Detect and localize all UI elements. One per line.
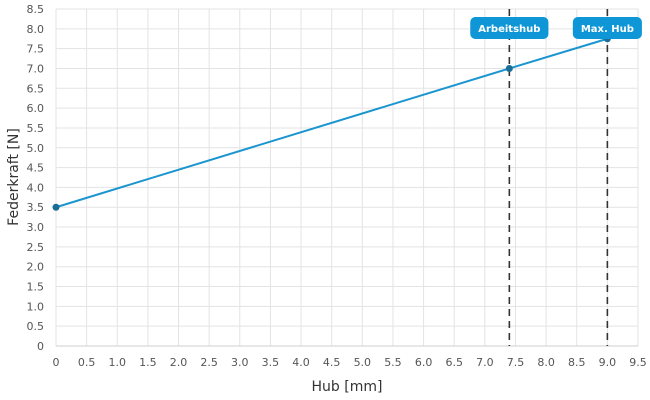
y-tick-labels: 0 0.5 1.0 1.5 2.0 2.5 3.0 3.5 4.0 4.5 5.0 5.5 6.0 6.5… [27,3,45,353]
marker-label-badge [572,17,642,39]
y-tick-label: 7.5 [27,43,45,56]
y-tick-label: 3.0 [27,221,45,234]
x-tick-label: 3.0 [231,356,249,369]
y-tick-label: 7.0 [27,62,45,75]
y-tick-label: 0 [37,340,44,353]
y-tick-label: 5.5 [27,122,45,135]
y-tick-label: 2.0 [27,261,45,274]
x-tick-label: 7.5 [507,356,525,369]
y-tick-label: 4.0 [27,181,45,194]
x-tick-label: 6.5 [445,356,463,369]
y-tick-label: 6.5 [27,82,45,95]
y-tick-label: 5.0 [27,142,45,155]
x-tick-label: 9.0 [599,356,617,369]
y-axis-title: Federkraft [N] [6,128,22,226]
x-tick-label: 2.0 [170,356,188,369]
marker-label: Arbeitshub [470,17,549,39]
x-tick-label: 2.5 [200,356,218,369]
x-tick-label: 0.5 [78,356,96,369]
y-tick-label: 0.5 [27,320,45,333]
marker-label-text: Arbeitshub [478,24,540,35]
y-tick-label: 8.0 [27,23,45,36]
x-tick-label: 8.0 [537,356,555,369]
x-tick-label: 6.0 [415,356,433,369]
y-tick-label: 1.5 [27,281,45,294]
x-tick-label: 1.0 [109,356,127,369]
x-tick-label: 8.5 [568,356,586,369]
x-tick-labels: 0 0.5 1.0 1.5 2.0 2.5 3.0 3.5 4.0 4.5 5.0 5.5 6.0 6.5… [53,356,647,369]
vertical-markers [508,9,609,346]
data-point [52,203,60,211]
y-tick-label: 8.5 [27,3,45,16]
marker-label-text: Max. Hub [581,24,634,35]
y-tick-label: 6.0 [27,102,45,115]
data-point [505,64,513,72]
x-tick-label: 0 [53,356,60,369]
x-tick-label: 4.5 [323,356,341,369]
x-tick-label: 9.5 [629,356,647,369]
grid [55,8,639,347]
x-tick-label: 5.5 [384,356,402,369]
x-tick-label: 5.0 [354,356,372,369]
marker-labels: Arbeitshub Max. Hub [470,17,642,39]
x-axis-title: Hub [mm] [312,379,383,395]
y-tick-label: 3.5 [27,201,45,214]
y-tick-label: 2.5 [27,241,45,254]
x-tick-label: 7.0 [476,356,494,369]
x-tick-label: 3.5 [262,356,280,369]
y-tick-label: 4.5 [27,162,45,175]
x-tick-label: 4.0 [292,356,310,369]
x-tick-label: 1.5 [139,356,157,369]
y-tick-label: 1.0 [27,300,45,313]
marker-label: Max. Hub [572,17,642,39]
marker-label-badge [470,17,549,39]
